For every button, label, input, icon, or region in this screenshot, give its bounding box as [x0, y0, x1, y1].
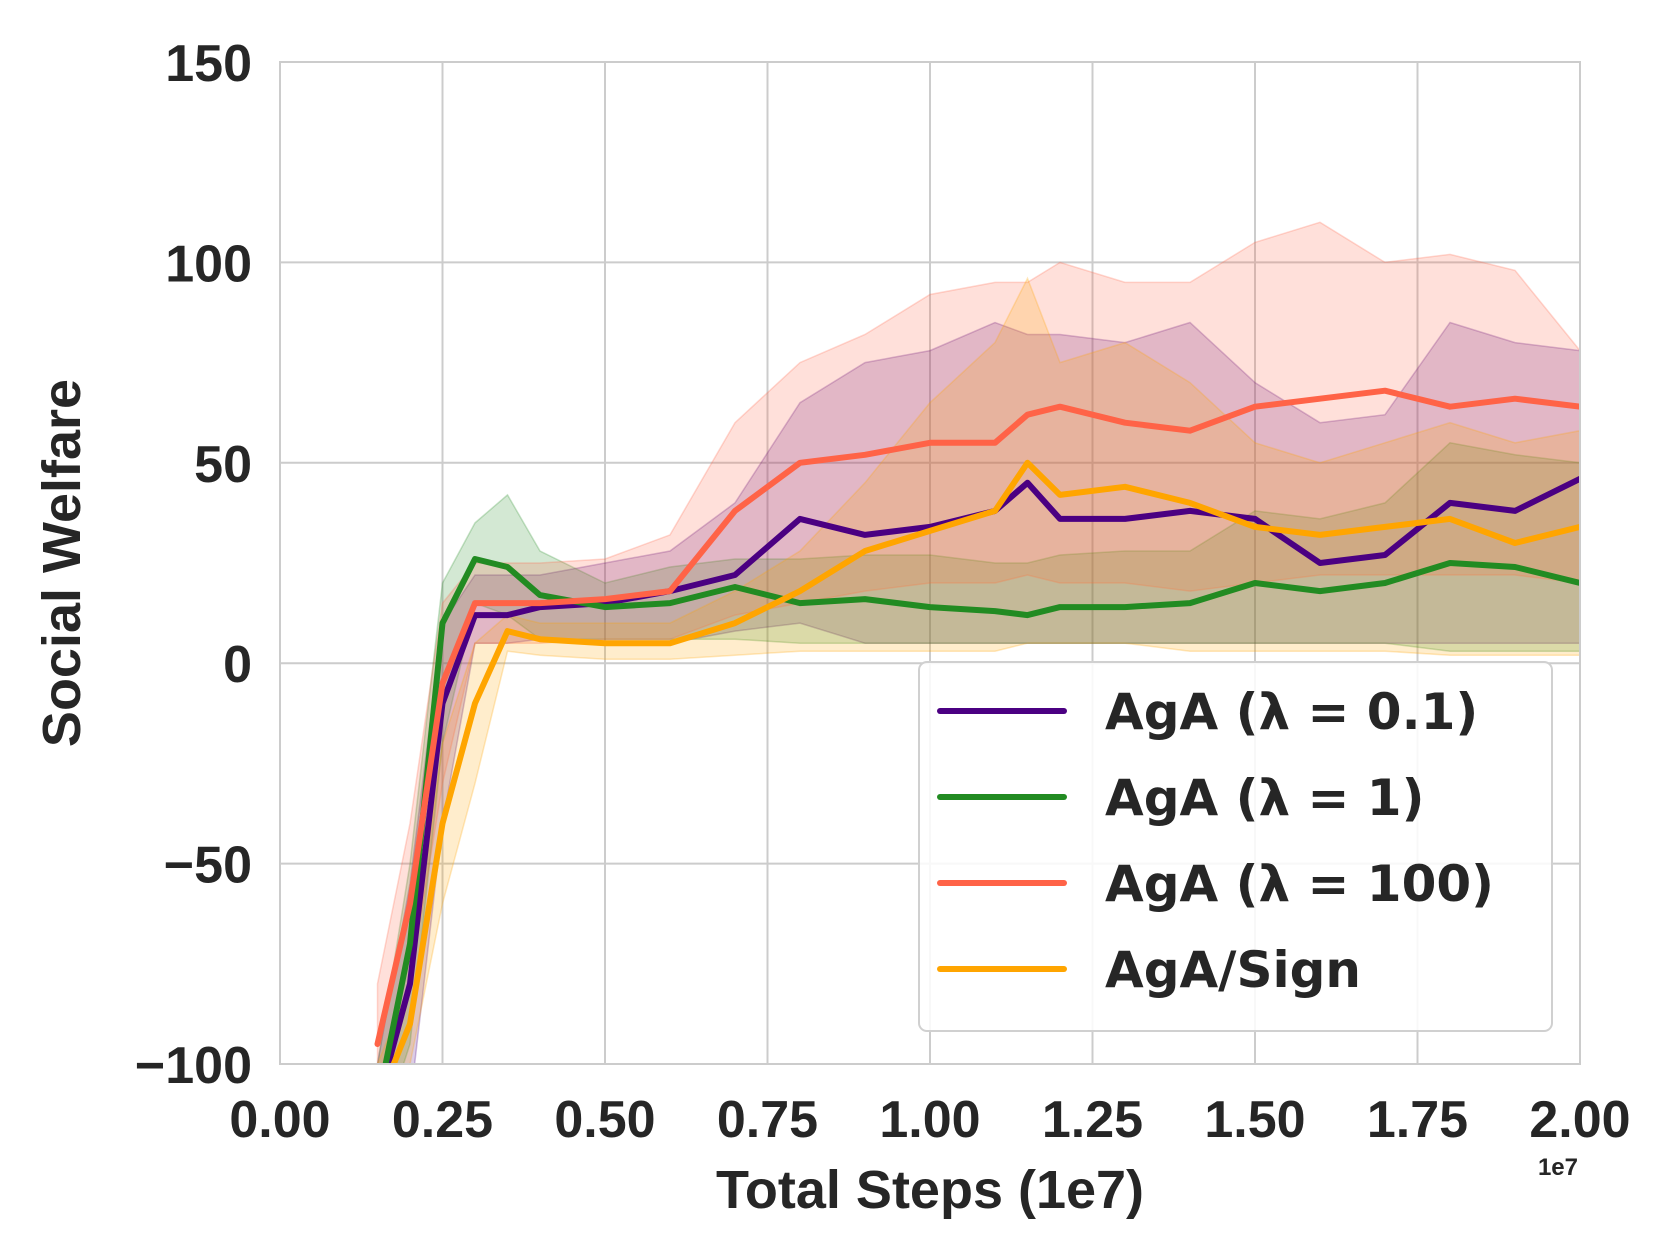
- series-band: [376, 276, 1580, 1064]
- series-line: [390, 459, 1580, 1064]
- x-tick-label: 0.00: [229, 1091, 330, 1149]
- x-axis-label: Total Steps (1e7): [716, 1160, 1144, 1220]
- y-tick-label: 0: [223, 636, 252, 694]
- series-line: [374, 387, 1580, 1047]
- x-tick-label: 1.00: [879, 1091, 980, 1149]
- legend-box: [918, 661, 1553, 1032]
- x-tick-label: 1.50: [1204, 1091, 1305, 1149]
- y-axis-label: Social Welfare: [32, 379, 92, 747]
- series-line: [382, 556, 1580, 1064]
- y-tick-label: 150: [165, 35, 252, 93]
- x-tick-label: 1.25: [1042, 1091, 1143, 1149]
- y-tick-label: 50: [194, 436, 252, 494]
- legend-label: AgA (λ = 0.1): [1105, 683, 1478, 741]
- x-axis-offset-label: 1e7: [1538, 1154, 1578, 1181]
- series-line: [385, 475, 1580, 1064]
- x-tick-label: 0.75: [717, 1091, 818, 1149]
- legend: AgA (λ = 0.1) AgA (λ = 1) AgA (λ = 100) AgA…: [918, 661, 1553, 1032]
- x-tick-label: 0.50: [554, 1091, 655, 1149]
- x-tick-label: 2.00: [1529, 1091, 1630, 1149]
- series-lines: [374, 387, 1580, 1064]
- legend-label: AgA (λ = 100): [1105, 855, 1494, 913]
- y-tick-label: 100: [165, 235, 252, 293]
- legend-label: AgA/Sign: [1105, 941, 1361, 999]
- series-band: [376, 221, 1580, 1064]
- y-tick-label: −50: [164, 837, 252, 895]
- plot-frame: [279, 61, 1581, 1065]
- y-tick-label: −100: [135, 1037, 252, 1095]
- x-tick-label: 0.25: [392, 1091, 493, 1149]
- x-tick-label: 1.75: [1367, 1091, 1468, 1149]
- x-tick-labels: 0.00 0.25 0.50 0.75 1.00 1.25 1.50 1.75 2.00: [229, 1091, 1630, 1149]
- legend-label: AgA (λ = 1): [1105, 769, 1424, 827]
- y-tick-labels: 150 100 50 0 −50 −100: [135, 35, 252, 1095]
